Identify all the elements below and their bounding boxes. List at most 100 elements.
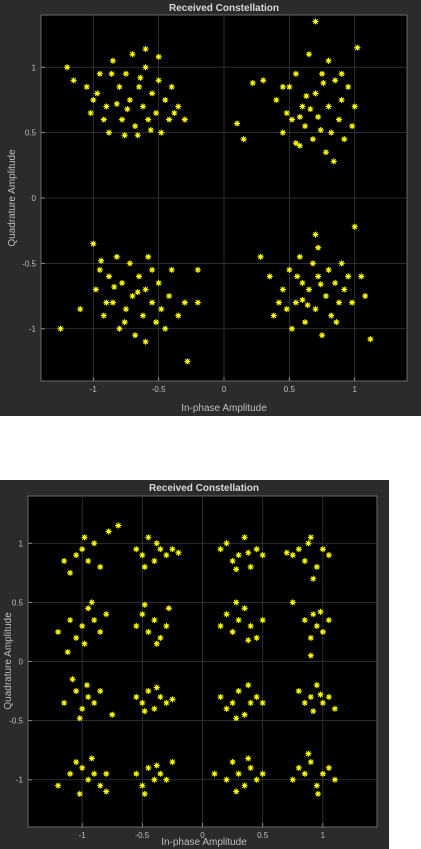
qpsk-data-point — [134, 288, 141, 296]
qpsk-data-point — [155, 279, 162, 287]
qpsk-data-point — [294, 273, 301, 280]
qpsk-data-point — [331, 77, 339, 84]
qpsk-data-point — [155, 53, 162, 60]
qpsk-data-point — [283, 305, 290, 313]
qam16-y-tick-label: -1 — [16, 776, 24, 785]
qpsk-data-point — [338, 70, 345, 77]
qpsk-data-point — [90, 96, 97, 104]
qam16-data-point — [331, 705, 339, 712]
qam16-data-point — [253, 776, 260, 783]
qam16-data-point — [81, 534, 88, 541]
qpsk-data-point — [87, 109, 94, 117]
qpsk-data-point — [142, 45, 149, 53]
qpsk-data-point — [312, 231, 319, 238]
qpsk-data-point — [139, 103, 147, 110]
qpsk-x-tick-label: -0.5 — [152, 385, 166, 394]
qpsk-data-point — [113, 253, 120, 260]
qam16-data-point — [153, 684, 160, 691]
qpsk-data-point — [121, 319, 128, 326]
qam16-data-point — [103, 770, 110, 777]
qam16-data-point — [307, 652, 314, 659]
qam16-data-point — [141, 708, 148, 715]
qam16-data-point — [64, 648, 71, 656]
qpsk-data-point — [142, 64, 149, 71]
qpsk-data-point — [126, 260, 134, 267]
qam16-data-point — [295, 687, 302, 695]
qam16-data-point — [91, 617, 98, 624]
qpsk-data-point — [158, 129, 165, 136]
qpsk-data-point — [303, 92, 310, 100]
qpsk-x-axis-label: In-phase Amplitude — [181, 403, 267, 414]
qpsk-data-point — [330, 158, 337, 165]
qam16-data-point — [211, 770, 218, 777]
qam16-data-point — [245, 682, 252, 689]
qpsk-data-point — [155, 77, 162, 84]
qpsk-data-point — [109, 57, 117, 64]
qpsk-data-point — [305, 286, 313, 293]
qpsk-data-point — [168, 83, 175, 91]
qpsk-data-point — [105, 129, 113, 136]
qpsk-y-tick-label: 0.5 — [25, 129, 37, 138]
qpsk-data-point — [147, 126, 154, 134]
qam16-x-axis-label: In-phase Amplitude — [161, 837, 247, 848]
qam16-data-point — [139, 782, 146, 789]
qam16-data-point — [253, 546, 260, 553]
qam16-data-point — [141, 601, 148, 608]
qpsk-data-point — [338, 96, 345, 104]
qam16-data-point — [169, 546, 176, 553]
qpsk-data-point — [57, 325, 64, 332]
qam16-constellation-chart: -1 -0.5 0 0.5 1 -1 -0.5 0 0.5 1 Received Constell… — [3, 483, 378, 848]
qam16-data-point — [235, 617, 242, 624]
qam16-data-point — [229, 758, 236, 766]
qpsk-data-point — [98, 257, 105, 264]
qam16-chart-title: Received Constellation — [149, 483, 259, 494]
qam16-data-point — [289, 599, 296, 606]
qam16-data-point — [295, 546, 302, 553]
qam16-data-point — [283, 549, 290, 556]
qpsk-data-point — [129, 51, 136, 58]
qam16-data-point — [105, 528, 112, 535]
qam16-data-point — [325, 693, 332, 701]
qam16-data-point — [301, 699, 308, 706]
qam16-data-point — [97, 563, 104, 571]
qam16-y-axis-label: Quadrature Amplitude — [3, 612, 14, 710]
qam16-x-tick-label: -0.5 — [135, 831, 149, 840]
qpsk-data-point — [148, 90, 156, 97]
qam16-data-point — [79, 622, 86, 630]
qam16-data-point — [289, 776, 296, 783]
qam16-data-point — [66, 770, 74, 777]
qam16-data-point — [175, 549, 182, 556]
qam16-data-point — [310, 708, 317, 715]
qpsk-data-point — [299, 103, 306, 110]
qpsk-data-point — [121, 132, 128, 139]
qam16-data-point — [157, 634, 164, 641]
qpsk-data-point — [131, 122, 139, 130]
qpsk-data-point — [100, 116, 107, 123]
qpsk-data-point — [273, 96, 280, 104]
qpsk-data-point — [292, 299, 300, 306]
qam16-data-point — [295, 764, 302, 772]
qpsk-data-point — [345, 273, 352, 280]
qam16-data-point — [317, 608, 324, 615]
qpsk-data-point — [317, 281, 324, 288]
qpsk-data-point — [116, 325, 123, 332]
qam16-data-point — [85, 693, 92, 701]
qam16-data-point — [289, 551, 296, 559]
qpsk-data-point — [328, 312, 335, 319]
qam16-data-point — [133, 546, 140, 553]
qpsk-data-point — [122, 305, 130, 313]
qpsk-data-point — [362, 292, 369, 300]
qpsk-data-point — [270, 312, 277, 319]
qam16-data-point — [153, 540, 160, 547]
qam16-data-point — [163, 622, 170, 630]
qam16-data-point — [60, 557, 68, 565]
qam16-data-point — [145, 534, 152, 541]
qpsk-data-point — [292, 70, 300, 77]
qpsk-data-point — [296, 113, 303, 121]
qpsk-data-point — [240, 136, 247, 143]
qpsk-data-point — [341, 136, 348, 143]
qpsk-data-point — [312, 305, 319, 313]
qam16-data-point — [233, 788, 240, 795]
qam16-data-point — [313, 782, 320, 789]
qam16-data-point — [325, 764, 332, 772]
